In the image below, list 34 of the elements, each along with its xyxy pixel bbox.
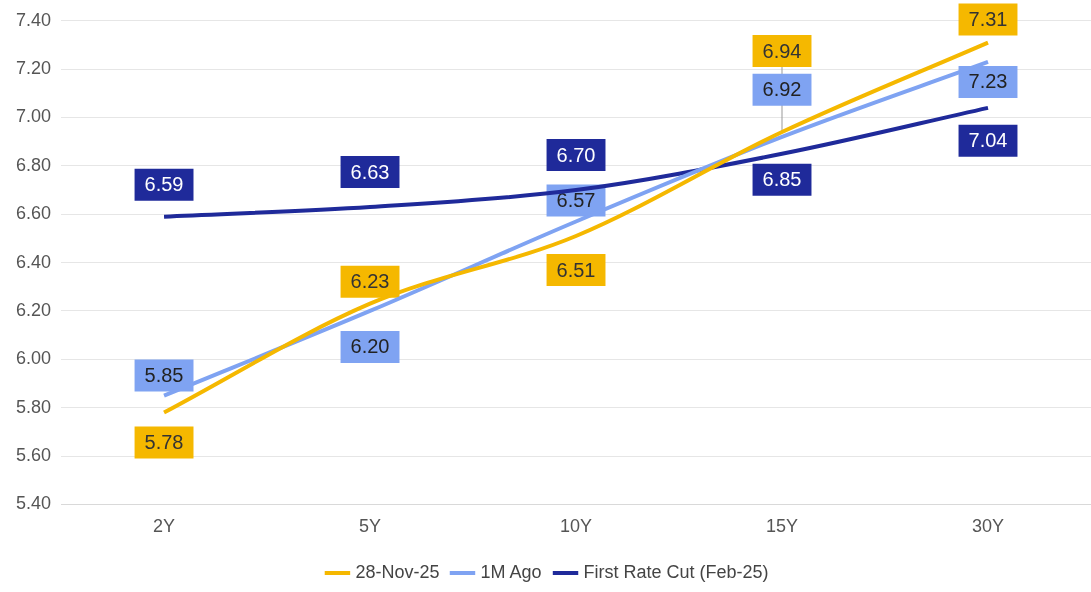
y-tick-label: 5.60 bbox=[15, 445, 52, 466]
legend-label: 1M Ago bbox=[480, 561, 542, 582]
x-tick-label: 30Y bbox=[971, 516, 1005, 537]
y-tick-label: 7.40 bbox=[15, 9, 52, 30]
legend-label: 28-Nov-25 bbox=[355, 561, 440, 582]
x-tick-label: 5Y bbox=[359, 516, 382, 537]
data-label: 6.63 bbox=[350, 160, 390, 183]
data-label: 6.92 bbox=[762, 78, 802, 101]
y-tick-label: 6.60 bbox=[15, 203, 52, 224]
data-label: 5.78 bbox=[144, 431, 184, 454]
data-label: 6.59 bbox=[144, 173, 184, 196]
x-tick-label: 15Y bbox=[765, 516, 799, 537]
data-label: 7.31 bbox=[968, 8, 1008, 31]
y-tick-label: 6.40 bbox=[15, 251, 52, 272]
y-tick-label: 6.80 bbox=[15, 154, 52, 175]
y-tick-label: 5.80 bbox=[15, 396, 52, 417]
data-label: 6.23 bbox=[350, 270, 390, 293]
x-tick-label: 10Y bbox=[560, 516, 593, 537]
data-label: 7.04 bbox=[968, 129, 1008, 152]
data-label: 6.51 bbox=[556, 258, 596, 281]
data-label: 6.94 bbox=[762, 39, 802, 62]
data-label: 6.20 bbox=[350, 335, 390, 358]
data-label: 7.23 bbox=[968, 70, 1008, 93]
y-tick-label: 6.20 bbox=[15, 299, 52, 320]
y-tick-label: 5.40 bbox=[15, 493, 52, 514]
y-tick-label: 6.00 bbox=[15, 348, 52, 369]
y-tick-label: 7.00 bbox=[15, 106, 52, 127]
data-label: 5.85 bbox=[144, 364, 184, 387]
legend-label: First Rate Cut (Feb-25) bbox=[583, 561, 769, 582]
y-tick-label: 7.20 bbox=[15, 58, 52, 79]
data-label: 6.70 bbox=[556, 143, 596, 166]
data-label: 6.57 bbox=[556, 189, 596, 212]
data-label: 6.85 bbox=[762, 168, 802, 191]
x-tick-label: 2Y bbox=[153, 516, 176, 537]
